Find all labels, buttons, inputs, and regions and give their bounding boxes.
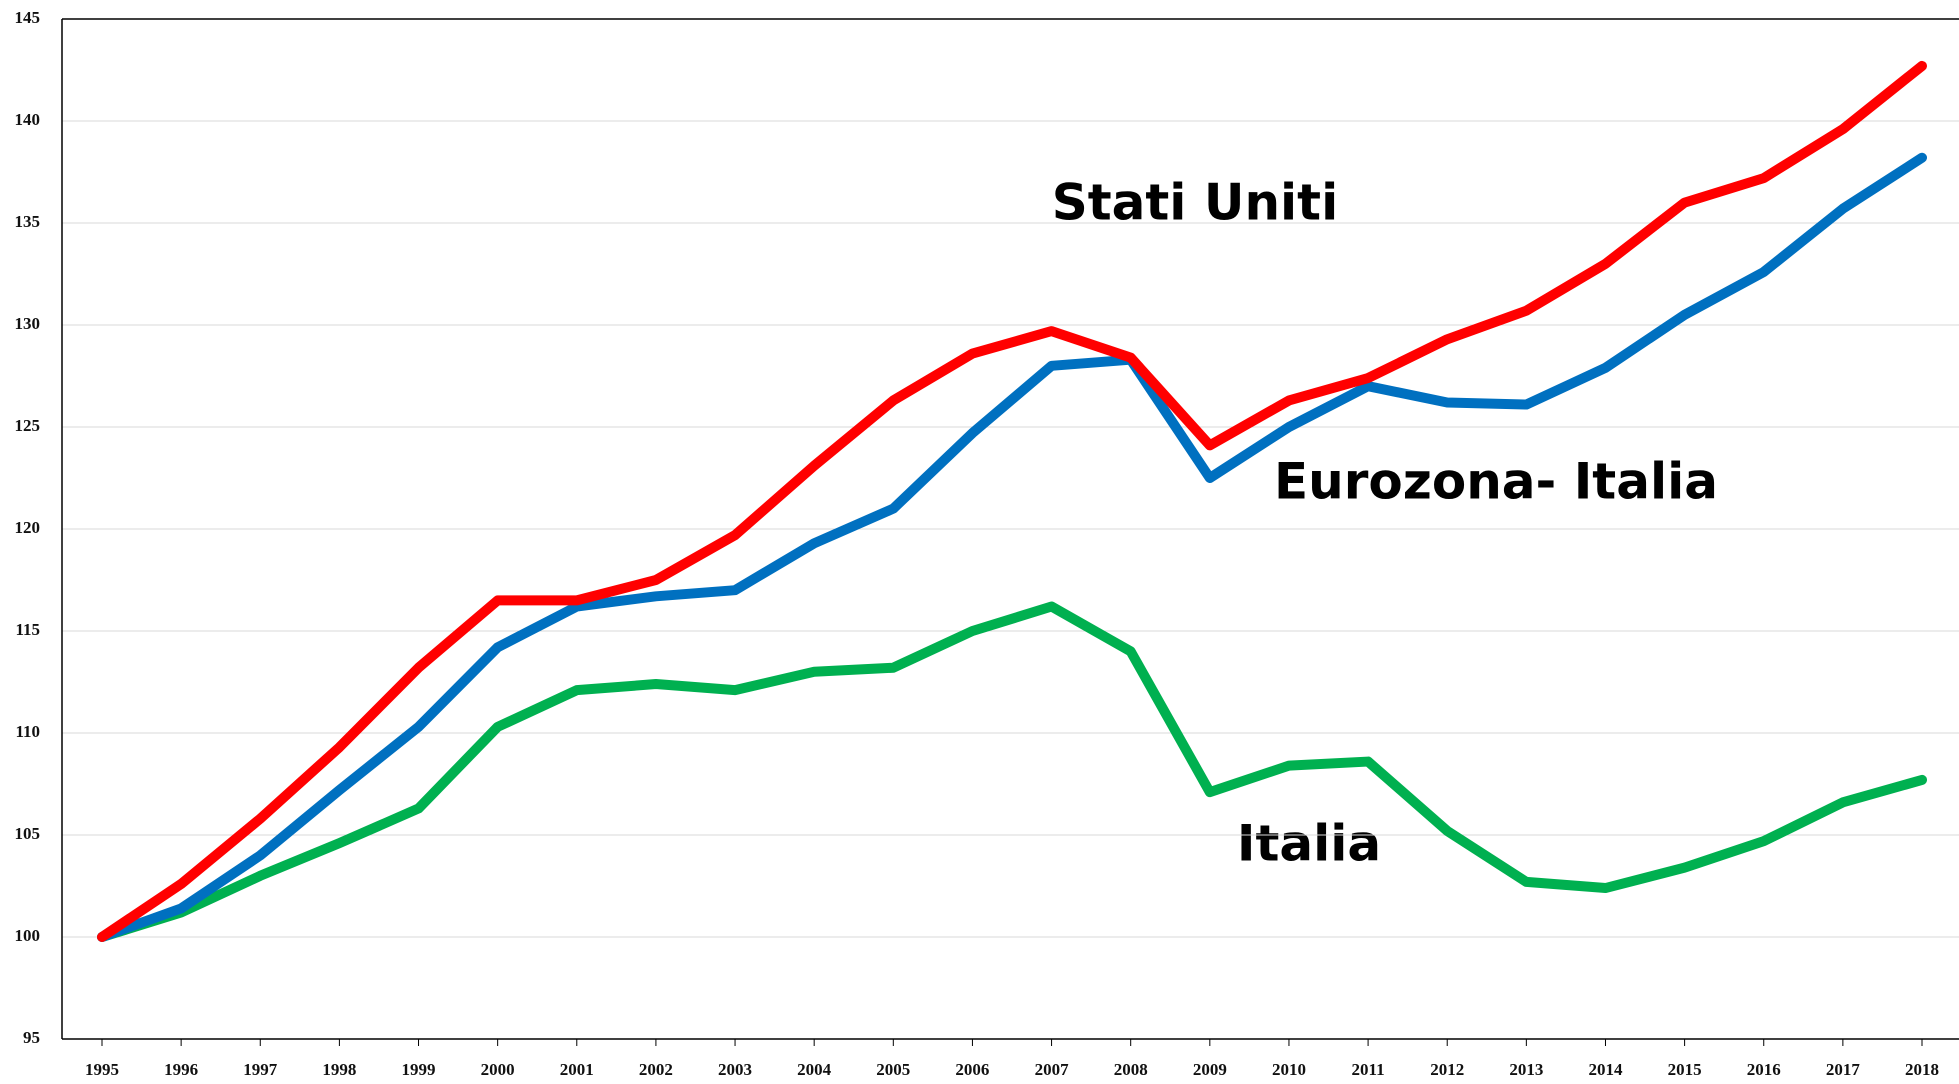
y-tick-label: 105 bbox=[15, 824, 41, 843]
y-tick-label: 145 bbox=[15, 8, 41, 27]
x-tick-label: 2003 bbox=[718, 1060, 752, 1079]
y-tick-label: 140 bbox=[15, 110, 41, 129]
x-tick-label: 2016 bbox=[1747, 1060, 1781, 1079]
x-tick-label: 2017 bbox=[1826, 1060, 1861, 1079]
x-tick-label: 2009 bbox=[1193, 1060, 1227, 1079]
x-tick-label: 1995 bbox=[85, 1060, 119, 1079]
x-tick-label: 1997 bbox=[243, 1060, 278, 1079]
y-tick-label: 115 bbox=[15, 620, 40, 639]
x-tick-label: 2018 bbox=[1905, 1060, 1939, 1079]
series-label: Stati Uniti bbox=[1052, 174, 1338, 232]
x-tick-label: 2015 bbox=[1668, 1060, 1702, 1079]
x-tick-label: 2004 bbox=[797, 1060, 832, 1079]
y-tick-label: 120 bbox=[15, 518, 41, 537]
x-tick-label: 2007 bbox=[1035, 1060, 1070, 1079]
series-label: Italia bbox=[1237, 815, 1381, 873]
series-label: Eurozona- Italia bbox=[1274, 453, 1718, 511]
series-line bbox=[97, 152, 1927, 942]
x-tick-label: 2014 bbox=[1588, 1060, 1623, 1079]
x-tick-label: 2012 bbox=[1430, 1060, 1464, 1079]
x-tick-label: 2005 bbox=[876, 1060, 910, 1079]
series-line bbox=[97, 60, 1927, 942]
series-line bbox=[97, 601, 1927, 942]
x-tick-label: 2011 bbox=[1352, 1060, 1385, 1079]
x-tick-label: 1996 bbox=[164, 1060, 198, 1079]
y-tick-label: 125 bbox=[15, 416, 41, 435]
x-tick-label: 1999 bbox=[402, 1060, 436, 1079]
y-tick-label: 130 bbox=[15, 314, 41, 333]
x-tick-label: 2002 bbox=[639, 1060, 673, 1079]
y-tick-label: 95 bbox=[23, 1028, 40, 1047]
x-tick-label: 2001 bbox=[560, 1060, 594, 1079]
y-tick-label: 110 bbox=[15, 722, 40, 741]
x-tick-label: 2000 bbox=[481, 1060, 515, 1079]
x-tick-label: 1998 bbox=[322, 1060, 356, 1079]
x-tick-label: 2008 bbox=[1114, 1060, 1148, 1079]
x-tick-label: 2010 bbox=[1272, 1060, 1306, 1079]
y-tick-label: 100 bbox=[15, 926, 41, 945]
y-tick-label: 135 bbox=[15, 212, 41, 231]
x-tick-label: 2006 bbox=[955, 1060, 989, 1079]
x-tick-label: 2013 bbox=[1509, 1060, 1543, 1079]
